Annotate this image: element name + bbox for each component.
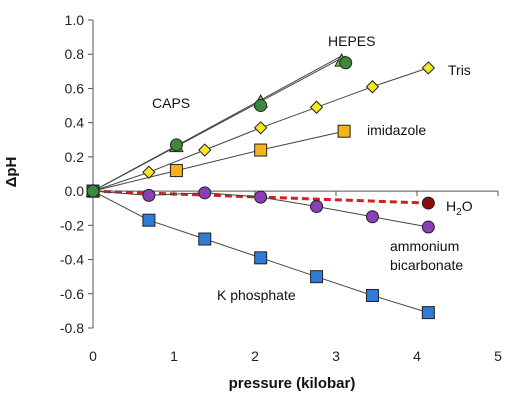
tris-point [365,80,380,94]
x-tick-label: 1 [170,348,178,364]
y-axis-title: ΔpH [3,157,20,188]
y-tick-label: 0.2 [65,149,85,165]
ammonium-bicarbonate-point [365,210,379,224]
ammonium-bicarbonate-point [254,190,268,204]
axes [92,20,498,328]
k-phosphate-point [142,213,156,227]
x-tick-label: 5 [494,348,502,364]
tris-point [253,121,268,135]
ammonium-bicarbonate-point [310,200,324,214]
x-tick-label: 3 [332,348,340,364]
y-tick-label: -0.8 [60,320,84,336]
hepes-point [254,99,268,113]
k-phosphate-label: K phosphate [217,287,296,303]
imidazole-point [337,124,351,138]
series-labels: HEPES CAPS Tris imidazole K phosphate ammoniu… [152,33,473,303]
y-tick-label: 0.8 [65,46,85,62]
hepes-point [339,56,353,70]
caps-fit-line [92,55,342,192]
y-tick-label: 0.0 [65,183,85,199]
ammonium-bicarbonate-label-line2: bicarbonate [390,257,463,273]
tris-point [142,165,156,179]
imidazole-point [254,143,268,157]
hepes-point [169,138,183,152]
k-phosphate-point [254,251,268,265]
y-tick-label: -0.4 [60,252,84,268]
y-tick-label: -0.6 [60,286,84,302]
ammonium-bicarbonate-point [421,220,435,234]
y-tick-label: -0.2 [60,217,84,233]
k-phosphate-point [421,306,435,320]
tris-point [421,61,436,75]
caps-label: CAPS [152,95,190,111]
y-tick-label: 1.0 [65,12,85,28]
k-phosphate-point [198,232,212,246]
ammonium-bicarbonate-point [198,186,212,200]
x-axis-title: pressure (kilobar) [229,375,356,392]
h2o-label: H2O [446,198,473,218]
ammonium-bicarbonate-point [142,188,156,202]
k-phosphate-point [365,288,379,302]
hepes-point [86,184,100,198]
h-o-point [421,196,435,210]
imidazole-point [169,164,183,178]
tris-point [198,143,212,157]
tris-point [309,100,324,114]
imidazole-label: imidazole [367,122,426,138]
y-tick-label: 0.4 [65,115,85,131]
x-tick-label: 4 [413,348,421,364]
ammonium-bicarbonate-label-line1: ammonium [390,238,459,254]
hepes-label: HEPES [328,33,375,49]
x-tick-label: 0 [89,348,97,364]
tris-label: Tris [448,62,471,78]
x-tick-label: 2 [251,348,259,364]
imidazole-fit-line [92,130,345,192]
data-markers [85,53,436,320]
y-tick-label: 0.6 [65,80,85,96]
k-phosphate-point [310,270,324,284]
tick-labels: -0.8 -0.6 -0.4 -0.2 0.0 0.2 0.4 0.6 0.8 1.0 0 1 2 3 4 5 [60,12,502,364]
